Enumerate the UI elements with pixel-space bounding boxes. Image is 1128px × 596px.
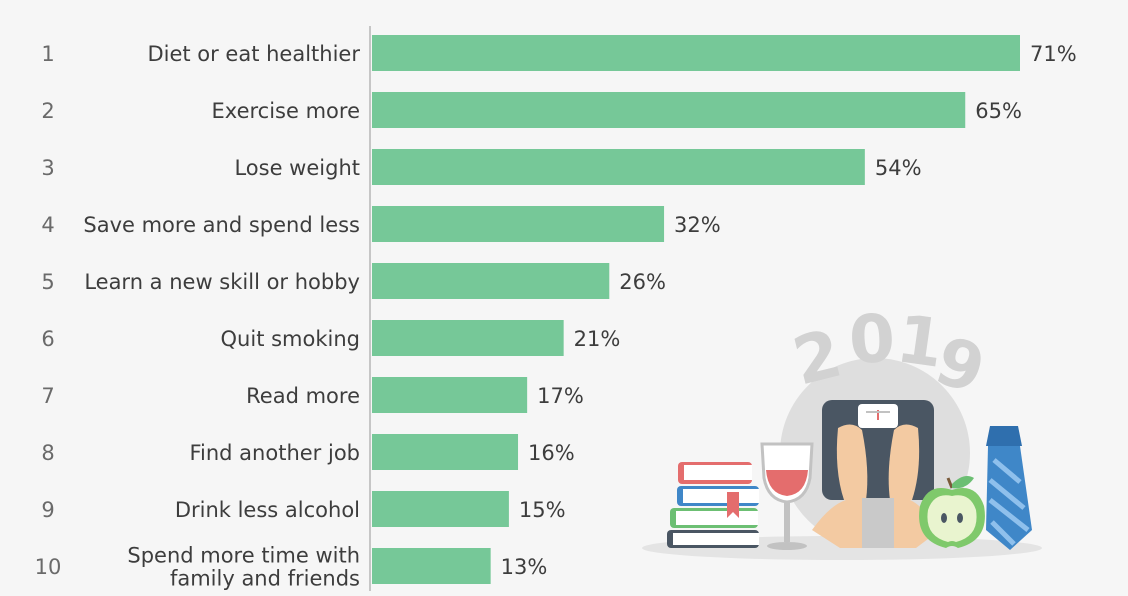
bar-value-label-10: 13% — [501, 555, 548, 579]
year-digit-1: 2 — [786, 315, 849, 401]
bar-value-label-8: 16% — [528, 441, 575, 465]
bar-value-label-3: 54% — [875, 156, 922, 180]
bar-3 — [372, 149, 865, 185]
year-digit-2: 0 — [847, 300, 897, 379]
wine-glass-icon — [760, 442, 814, 550]
bar-6 — [372, 320, 564, 356]
rank-label-5: 5 — [41, 270, 54, 294]
rank-label-4: 4 — [41, 213, 54, 237]
bar-8 — [372, 434, 519, 470]
bar-value-label-6: 21% — [574, 327, 621, 351]
rank-label-9: 9 — [41, 498, 54, 522]
rank-label-8: 8 — [41, 441, 54, 465]
bar-9 — [372, 491, 509, 527]
bathroom-scale-icon — [812, 400, 940, 548]
bar-1 — [372, 35, 1020, 71]
bar-10 — [372, 548, 491, 584]
bar-value-label-5: 26% — [619, 270, 666, 294]
category-label-3: Lose weight — [234, 156, 360, 180]
rank-label-10: 10 — [35, 555, 62, 579]
category-label-8: Find another job — [189, 441, 360, 465]
category-label-6: Quit smoking — [221, 327, 360, 351]
bar-value-label-4: 32% — [674, 213, 721, 237]
bar-value-label-7: 17% — [537, 384, 584, 408]
bars-layer — [372, 35, 1020, 584]
category-label-1: Diet or eat healthier — [147, 42, 360, 66]
rank-label-7: 7 — [41, 384, 54, 408]
bar-2 — [372, 92, 966, 128]
rank-label-6: 6 — [41, 327, 54, 351]
bar-value-label-2: 65% — [975, 99, 1022, 123]
category-label-9: Drink less alcohol — [175, 498, 360, 522]
rank-label-2: 2 — [41, 99, 54, 123]
book-stack-icon — [667, 462, 759, 548]
necktie-icon — [986, 426, 1032, 550]
year-digit-3: 1 — [892, 300, 948, 383]
bar-7 — [372, 377, 528, 413]
category-label-7: Read more — [246, 384, 360, 408]
apple-icon — [919, 476, 985, 548]
category-label-2: Exercise more — [212, 99, 360, 123]
bar-value-label-1: 71% — [1030, 42, 1077, 66]
bar-value-label-9: 15% — [519, 498, 566, 522]
rank-label-3: 3 — [41, 156, 54, 180]
resolutions-illustration: 2 0 1 9 — [642, 300, 1042, 560]
year-text: 2 0 1 9 — [786, 300, 994, 409]
rank-label-1: 1 — [41, 42, 54, 66]
bar-5 — [372, 263, 610, 299]
bar-4 — [372, 206, 665, 242]
labels-layer: 71% 1 Diet or eat healthier 65% 2 Exercise mo… — [35, 42, 1077, 591]
category-label-5: Learn a new skill or hobby — [84, 270, 360, 294]
category-label-10-line-1: Spend more time with — [127, 544, 360, 568]
category-label-10-line-2: family and friends — [170, 567, 360, 591]
category-label-4: Save more and spend less — [83, 213, 360, 237]
